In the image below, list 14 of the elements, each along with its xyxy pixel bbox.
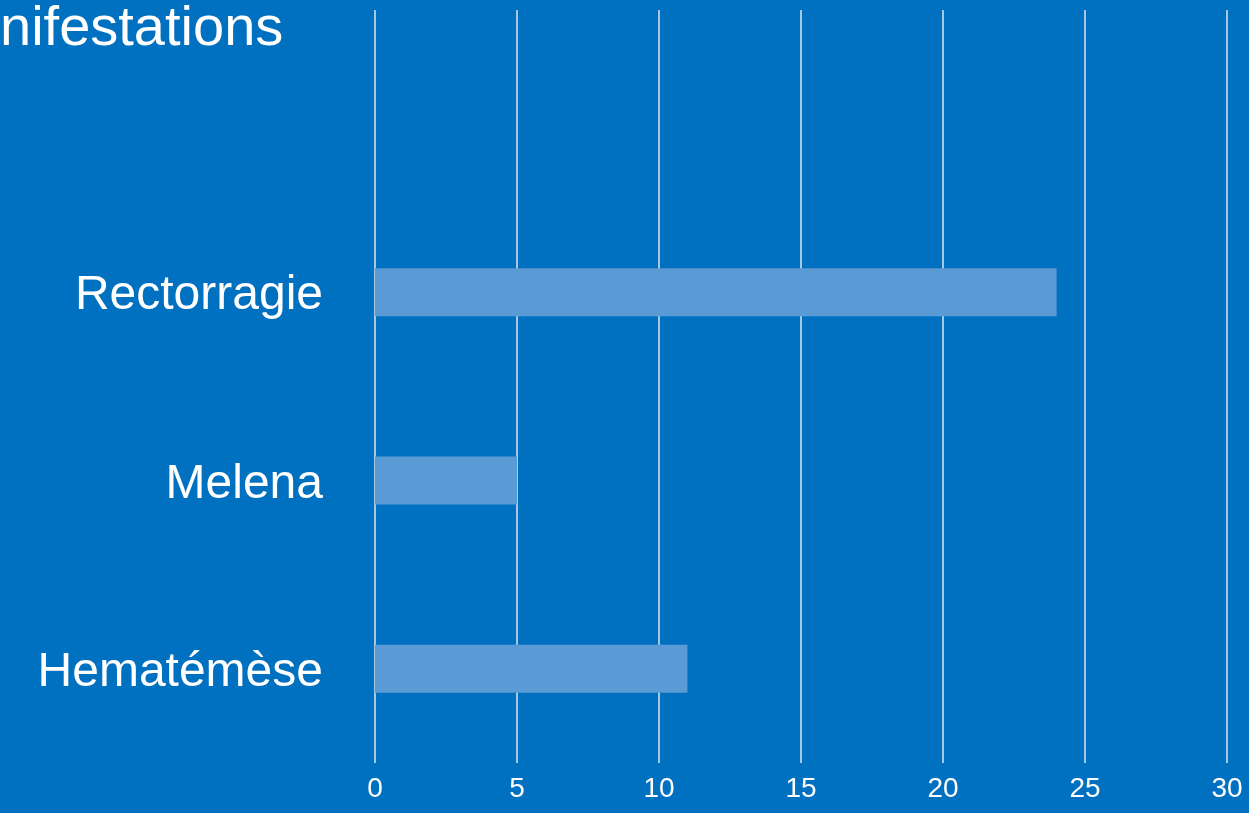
y-tick-label: Melena [165, 454, 324, 508]
bar [375, 456, 517, 505]
bar [375, 644, 688, 693]
x-tick-label: 10 [643, 771, 675, 803]
x-tick-label: 15 [785, 771, 817, 803]
y-tick-label: Hematémèse [37, 642, 323, 696]
chart-title: nifestations [0, 0, 284, 58]
x-tick-label: 30 [1211, 771, 1243, 803]
bar [375, 268, 1057, 317]
x-tick-label: 25 [1069, 771, 1101, 803]
x-tick-label: 0 [367, 771, 383, 803]
y-tick-label: Rectorragie [74, 266, 323, 320]
x-tick-label: 5 [509, 771, 525, 803]
x-tick-label: 20 [927, 771, 959, 803]
